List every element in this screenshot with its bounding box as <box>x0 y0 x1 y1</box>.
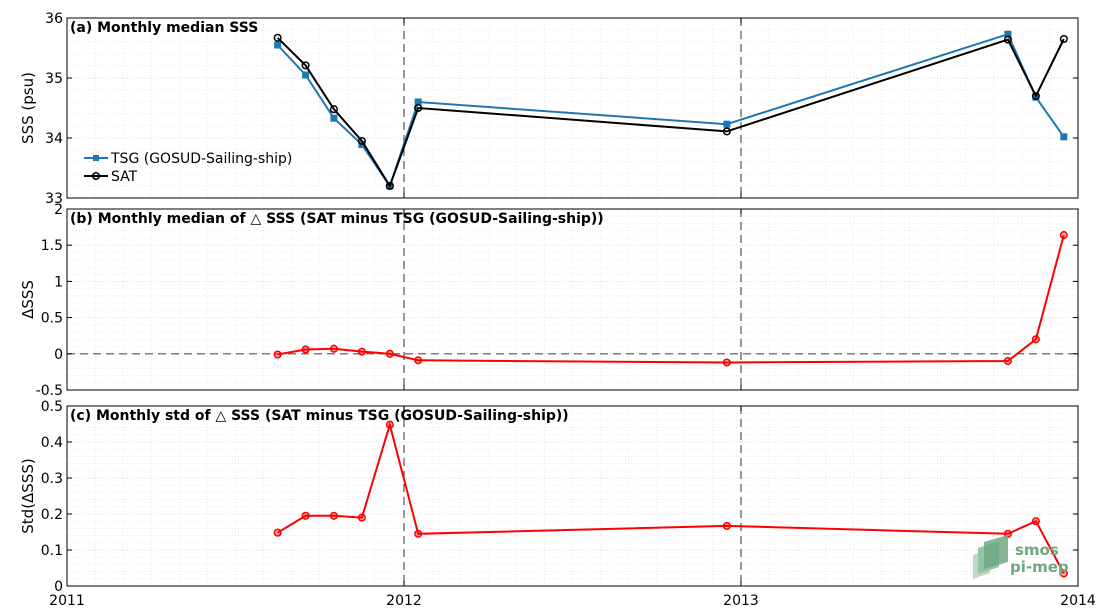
panel-b: -0.5 0 0.5 1 1.5 2 ΔSSS (b) Monthly median of △… <box>19 202 1079 399</box>
y-axis-label: Std(ΔSSS) <box>19 458 37 533</box>
y-tick-label: 35 <box>45 71 63 87</box>
y-axis-label: SSS (psu) <box>19 72 37 144</box>
y-tick-label: 0.3 <box>41 471 63 487</box>
series-tsg-gosud-sailing-ship <box>274 30 1068 190</box>
data-point <box>273 33 282 42</box>
data-point <box>723 120 731 128</box>
y-tick-label: 0 <box>54 579 63 595</box>
panel-title: (c) Monthly std of △ SSS (SAT minus TSG … <box>70 408 569 424</box>
logo-text-smos: smos <box>1015 541 1059 559</box>
series-line <box>276 37 1065 189</box>
legend-marker <box>93 155 99 161</box>
y-tick-label: 1 <box>54 274 63 290</box>
legend-label: SAT <box>111 169 138 185</box>
y-tick-label: 0.4 <box>41 435 63 451</box>
series-delta <box>273 231 1068 367</box>
data-point <box>357 347 366 356</box>
y-tick-label: 34 <box>45 131 63 147</box>
grid <box>66 405 1079 587</box>
series-delta <box>273 420 1068 578</box>
axes-frame <box>66 405 1079 587</box>
axes-frame <box>66 17 1079 199</box>
panel-title: (b) Monthly median of △ SSS (SAT minus T… <box>70 211 604 227</box>
legend-marker <box>91 171 101 181</box>
logo-text-pi-mep: pi-mep <box>1010 558 1069 576</box>
data-point <box>1031 91 1040 101</box>
series-line <box>276 32 1065 189</box>
data-point <box>329 105 338 114</box>
data-point <box>414 103 423 113</box>
data-point <box>1059 231 1068 240</box>
legend-label: TSG (GOSUD-Sailing-ship) <box>110 151 292 167</box>
x-tick-label: 2011 <box>49 593 85 609</box>
y-axis-label: ΔSSS <box>19 280 37 319</box>
data-point <box>1004 30 1012 38</box>
y-tick-label: 0 <box>54 347 63 363</box>
data-point <box>722 127 731 136</box>
data-point <box>273 350 282 359</box>
panel-title: (a) Monthly median SSS <box>70 20 258 36</box>
data-point <box>301 511 310 520</box>
data-point <box>274 41 282 49</box>
series-line <box>277 420 1065 574</box>
x-tick-label: 2013 <box>723 593 759 609</box>
data-point <box>1060 133 1068 141</box>
panels: 33 34 35 36 SSS (psu) (a) Monthly median SSS T… <box>19 11 1096 609</box>
panel-a: 33 34 35 36 SSS (psu) (a) Monthly median SSS T… <box>19 11 1079 207</box>
y-tick-label: 0.5 <box>41 311 63 327</box>
y-tick-label: 0.2 <box>41 507 63 523</box>
y-tick-label: 0.5 <box>41 399 63 415</box>
data-point <box>385 181 394 191</box>
data-point <box>329 511 338 520</box>
panel-c: 0 0.1 0.2 0.3 0.4 0.5 2011 2012 2013 2014 Std(ΔSSS… <box>19 399 1096 609</box>
data-point <box>301 61 310 70</box>
data-point <box>1003 35 1012 44</box>
y-tick-label: 0.1 <box>41 543 63 559</box>
data-point <box>357 136 366 146</box>
logo-mark-layer <box>984 535 1008 569</box>
data-point <box>414 356 423 365</box>
data-point <box>1059 34 1068 44</box>
data-point <box>330 114 338 122</box>
y-tick-label: 2 <box>54 202 63 218</box>
y-tick-label: 36 <box>45 11 63 27</box>
logo-mark-icon <box>973 535 1008 579</box>
series-line <box>277 234 1065 364</box>
data-point <box>1059 569 1068 578</box>
axes-frame <box>66 208 1079 391</box>
grid <box>66 17 1079 199</box>
grid <box>66 208 1079 391</box>
series-sat <box>273 33 1068 191</box>
data-point <box>302 71 310 79</box>
x-tick-label: 2014 <box>1060 593 1096 609</box>
data-point <box>301 345 310 354</box>
legend: TSG (GOSUD-Sailing-ship) SAT <box>84 151 292 185</box>
data-point <box>722 358 731 367</box>
data-point <box>722 521 731 530</box>
data-point <box>357 513 366 522</box>
data-point <box>385 349 394 358</box>
y-tick-label: 33 <box>45 191 63 207</box>
data-point <box>1003 356 1012 366</box>
data-point <box>414 529 423 538</box>
data-point <box>385 420 394 429</box>
smos-pi-mep-logo: smos pi-mep <box>973 535 1069 579</box>
data-point <box>273 528 282 537</box>
data-point <box>1031 335 1040 344</box>
x-tick-label: 2012 <box>386 593 422 609</box>
data-point <box>1031 517 1040 526</box>
data-point <box>329 344 338 353</box>
y-tick-label: -0.5 <box>36 383 63 399</box>
y-tick-label: 1.5 <box>41 238 63 254</box>
